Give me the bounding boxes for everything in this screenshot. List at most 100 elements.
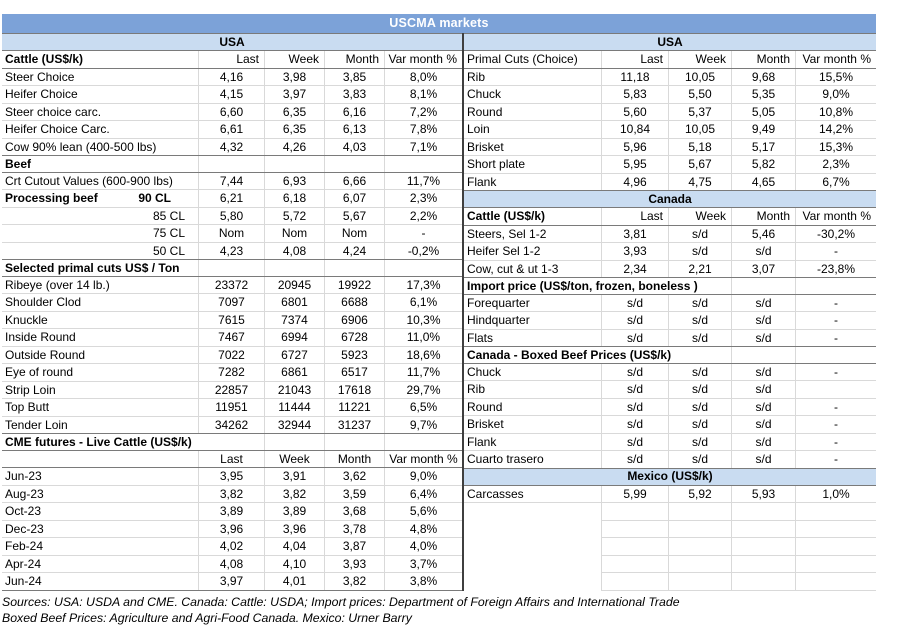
row-label: Shoulder Clod xyxy=(5,295,82,309)
table-row: Chuck 5,83 5,50 5,35 9,0% xyxy=(464,86,876,104)
table-row: Loin 10,84 10,05 9,49 14,2% xyxy=(464,121,876,139)
cell-value: s/d xyxy=(668,329,731,346)
cell-value: 5,46 xyxy=(731,225,795,242)
table-row: Shoulder Clod 7097 6801 6688 6,1% xyxy=(2,294,462,312)
cell-value: 6517 xyxy=(324,364,384,381)
row-label: Heifer Sel 1-2 xyxy=(467,244,541,258)
cell-value: 4,23 xyxy=(198,242,264,259)
cell-value: 3,8% xyxy=(384,573,462,590)
row-label: Cuarto trasero xyxy=(467,452,544,466)
table-row: Jun-23 3,95 3,91 3,62 9,0% xyxy=(2,468,462,486)
cell-value: 9,0% xyxy=(795,86,876,103)
cell-value: 29,7% xyxy=(384,381,462,398)
table-row: 85 CL 5,80 5,72 5,67 2,2% xyxy=(2,207,462,225)
cell-value: 5,17 xyxy=(731,138,795,155)
column-header: Month xyxy=(324,51,384,68)
row-label: Jun-24 xyxy=(5,574,42,588)
cell-value xyxy=(795,520,876,538)
cell-value: 10,3% xyxy=(384,311,462,328)
cell-value: s/d xyxy=(731,294,795,311)
row-label: Steers, Sel 1-2 xyxy=(467,226,547,241)
table-row: Rib 11,18 10,05 9,68 15,5% xyxy=(464,68,876,86)
cell-value: s/d xyxy=(731,381,795,398)
cell-value: - xyxy=(795,416,876,433)
cell-value: 6906 xyxy=(324,311,384,328)
region-band: Canada xyxy=(464,190,876,208)
row-label: Rib xyxy=(467,382,486,396)
usa-canada-mexico-table: USA Primal Cuts (Choice) Last Week Month Var … xyxy=(464,33,876,591)
cell-value: 10,05 xyxy=(668,68,731,85)
cell-value: 5,37 xyxy=(668,103,731,120)
table-row: 50 CL 4,23 4,08 4,24 -0,2% xyxy=(2,242,462,260)
tables-container: USA Cattle (US$/k) Last Week Month Var month … xyxy=(2,33,876,591)
column-header: Var month % xyxy=(384,51,462,68)
column-header: Month xyxy=(324,450,384,467)
row-label: Cattle (US$/k) xyxy=(5,52,84,66)
cell-value xyxy=(795,555,876,573)
cell-value: 6688 xyxy=(324,294,384,311)
cell-value: 7,44 xyxy=(198,172,264,189)
cell-value: 9,0% xyxy=(384,468,462,485)
cell-value xyxy=(324,156,384,172)
table-row: Heifer Choice Carc. 6,61 6,35 6,13 7,8% xyxy=(2,121,462,139)
column-header: Last xyxy=(198,51,264,68)
table-row: Aug-23 3,82 3,82 3,59 6,4% xyxy=(2,485,462,503)
cell-value: 7,2% xyxy=(384,103,462,120)
cell-value: 5,99 xyxy=(601,485,668,502)
cell-value: 6994 xyxy=(264,329,324,346)
cell-value: 2,3% xyxy=(384,190,462,207)
cell-value xyxy=(601,503,668,521)
cell-value: 7,8% xyxy=(384,121,462,138)
cell-value xyxy=(731,573,795,591)
cell-value: 31237 xyxy=(324,416,384,433)
cell-value: 8,1% xyxy=(384,86,462,103)
cell-value xyxy=(601,573,668,591)
cell-value: 4,10 xyxy=(264,555,324,572)
row-label: Heifer Choice xyxy=(5,87,78,101)
table-row: Ribeye (over 14 lb.) 23372 20945 19922 17,3% xyxy=(2,276,462,294)
cell-value: 2,2% xyxy=(384,207,462,224)
table-row: Strip Loin 22857 21043 17618 29,7% xyxy=(2,381,462,399)
usa-table: USA Cattle (US$/k) Last Week Month Var month … xyxy=(2,33,462,591)
cell-value: - xyxy=(795,312,876,329)
row-label: Selected primal cuts US$ / Ton xyxy=(5,261,180,275)
cell-value: s/d xyxy=(668,381,731,398)
table-row: Last Week Month Var month % xyxy=(2,450,462,468)
row-label: 85 CL xyxy=(152,208,185,223)
cell-value: - xyxy=(795,294,876,311)
cell-value: 34262 xyxy=(198,416,264,433)
table-row: Primal Cuts (Choice) Last Week Month Var mon… xyxy=(464,51,876,69)
cell-value xyxy=(668,555,731,573)
cell-value: s/d xyxy=(668,433,731,450)
table-row: Steer Choice 4,16 3,98 3,85 8,0% xyxy=(2,68,462,86)
cell-value: 5,92 xyxy=(668,485,731,502)
cell-value: 6,16 xyxy=(324,103,384,120)
table-row: Outside Round 7022 6727 5923 18,6% xyxy=(2,346,462,364)
cell-value: 6,1% xyxy=(384,294,462,311)
table-row: Short plate 5,95 5,67 5,82 2,3% xyxy=(464,156,876,174)
cell-value: 5,67 xyxy=(668,156,731,173)
cell-value: 5,05 xyxy=(731,103,795,120)
table-row: Carcasses 5,99 5,92 5,93 1,0% xyxy=(464,485,876,503)
footer-line-1: Sources: USA: USDA and CME. Canada: Catt… xyxy=(2,594,680,609)
cell-value: 23372 xyxy=(198,276,264,293)
row-label: Hindquarter xyxy=(467,313,530,327)
cell-value: s/d xyxy=(731,398,795,415)
cell-value: 10,05 xyxy=(668,121,731,138)
row-label: Inside Round xyxy=(5,330,76,344)
cell-value: 2,3% xyxy=(795,156,876,173)
cell-value xyxy=(198,260,264,276)
cell-value: 7,1% xyxy=(384,138,462,155)
table-row: Round 5,60 5,37 5,05 10,8% xyxy=(464,103,876,121)
cell-value: Nom xyxy=(264,225,324,242)
row-label: Round xyxy=(467,399,503,414)
cell-value: -0,2% xyxy=(384,242,462,259)
table-row: Heifer Choice 4,15 3,97 3,83 8,1% xyxy=(2,86,462,104)
table-row: Flats s/d s/d s/d - xyxy=(464,329,876,347)
row-label: Flank xyxy=(467,434,497,449)
cell-value: s/d xyxy=(601,433,668,450)
column-header: Month xyxy=(731,208,795,225)
cell-value xyxy=(731,278,795,294)
cell-value: 4,03 xyxy=(324,138,384,155)
cell-value: 4,26 xyxy=(264,138,324,155)
